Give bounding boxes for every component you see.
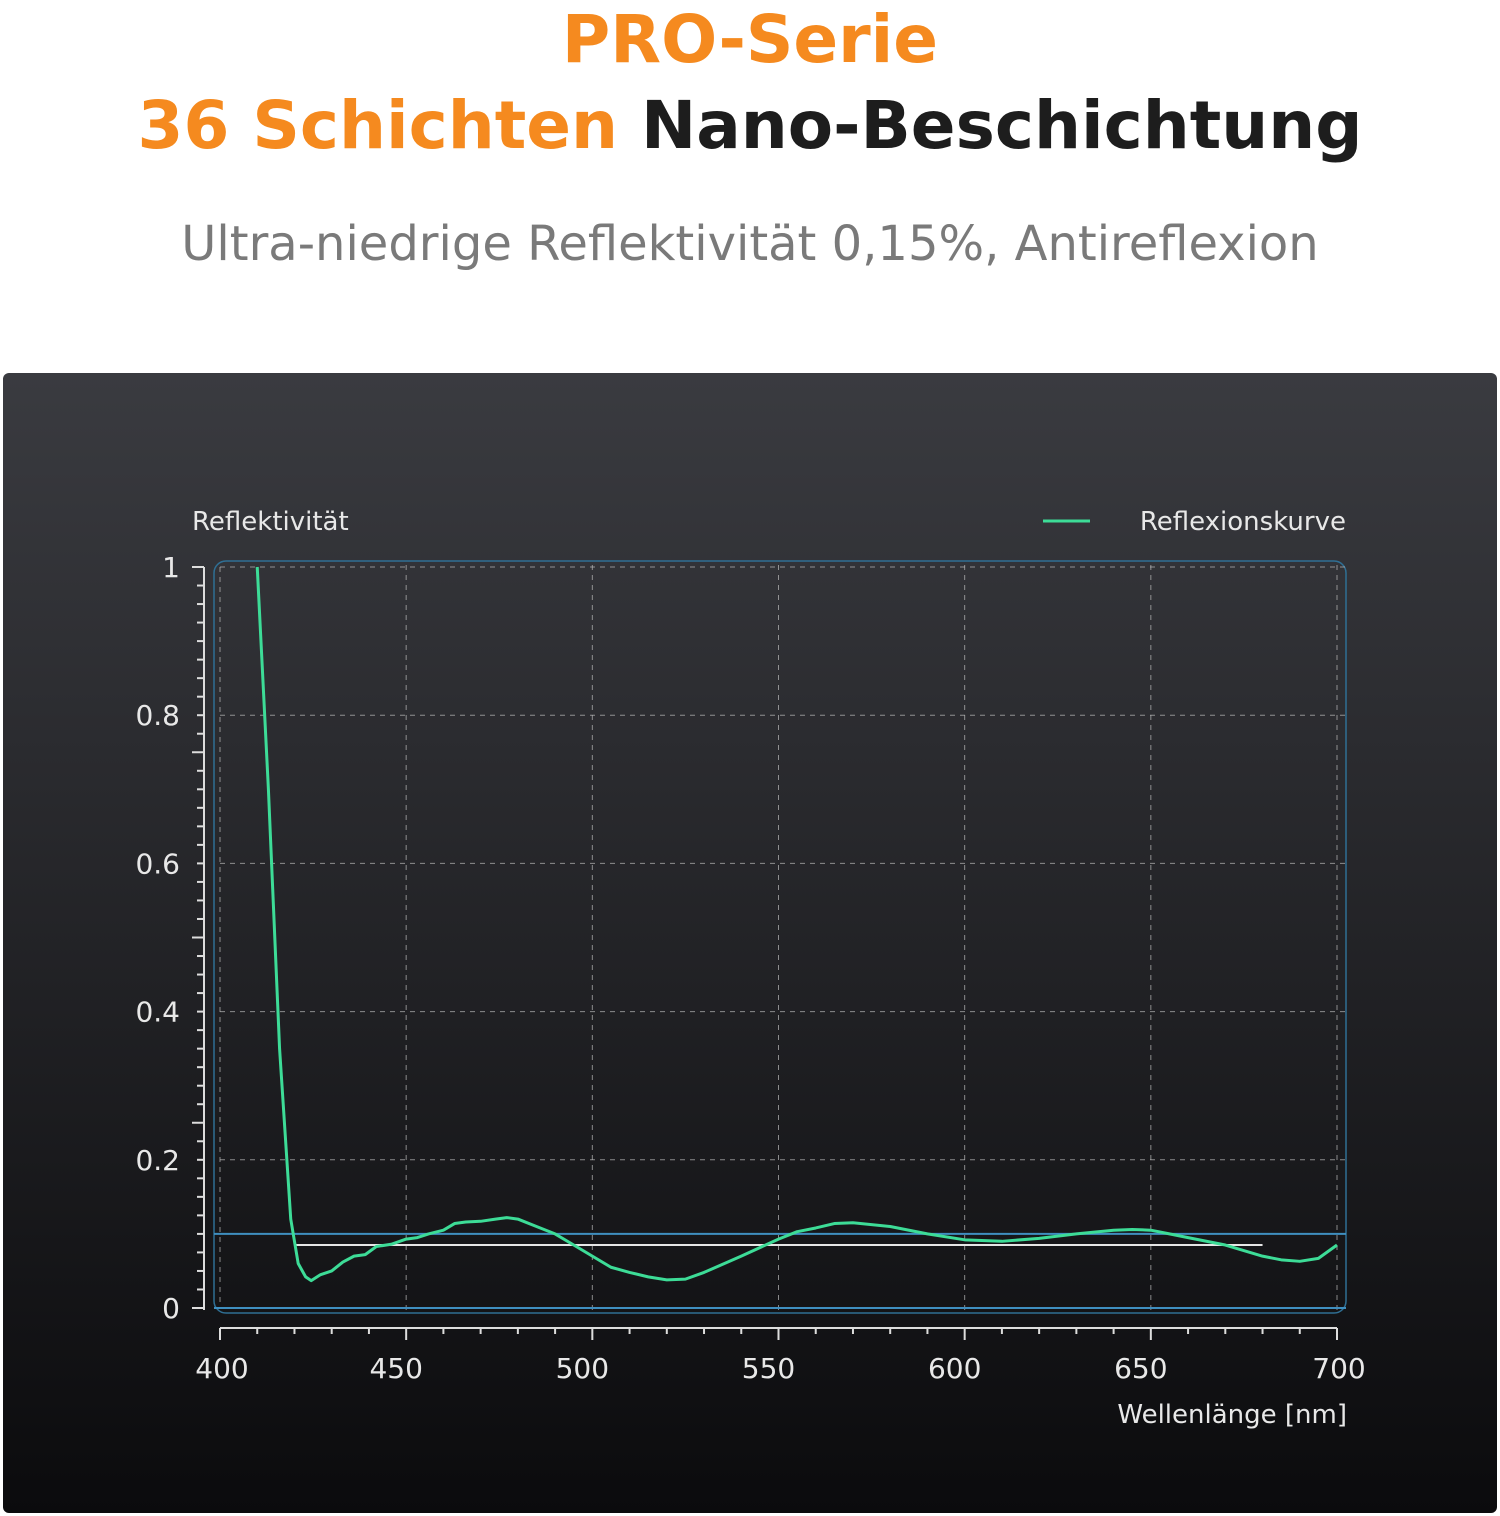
y-tick-label: 0.8	[135, 699, 180, 732]
y-tick-label: 1	[162, 551, 180, 584]
y-axis-label: Reflektivität	[192, 507, 349, 537]
x-axis-label: Wellenlänge [nm]	[1117, 1400, 1347, 1430]
x-tick-label: 450	[369, 1352, 422, 1385]
chart-panel	[3, 373, 1497, 1513]
title-line1: PRO-Serie	[561, 1, 939, 78]
x-tick-label: 400	[195, 1352, 248, 1385]
y-tick-label: 0.6	[135, 847, 180, 880]
y-tick-label: 0.2	[135, 1144, 180, 1177]
series-line-reflexionskurve	[255, 566, 1338, 1283]
x-tick-label: 500	[556, 1352, 609, 1385]
x-tick-label: 600	[928, 1352, 981, 1385]
title-highlight: 36 Schichten	[137, 87, 619, 164]
x-tick-label: 650	[1114, 1352, 1167, 1385]
x-tick-label: 700	[1312, 1352, 1365, 1385]
y-tick-label: 0	[162, 1292, 180, 1325]
title-line2: 36 Schichten Nano-Beschichtung	[0, 86, 1500, 166]
y-tick-label: 0.4	[135, 996, 180, 1029]
plot-frame	[213, 560, 1347, 1314]
subtitle: Ultra-niedrige Reflektivität 0,15%, Anti…	[181, 216, 1319, 272]
x-tick-label: 550	[742, 1352, 795, 1385]
title-rest: Nano-Beschichtung	[641, 87, 1363, 164]
legend-label: Reflexionskurve	[1140, 507, 1346, 537]
